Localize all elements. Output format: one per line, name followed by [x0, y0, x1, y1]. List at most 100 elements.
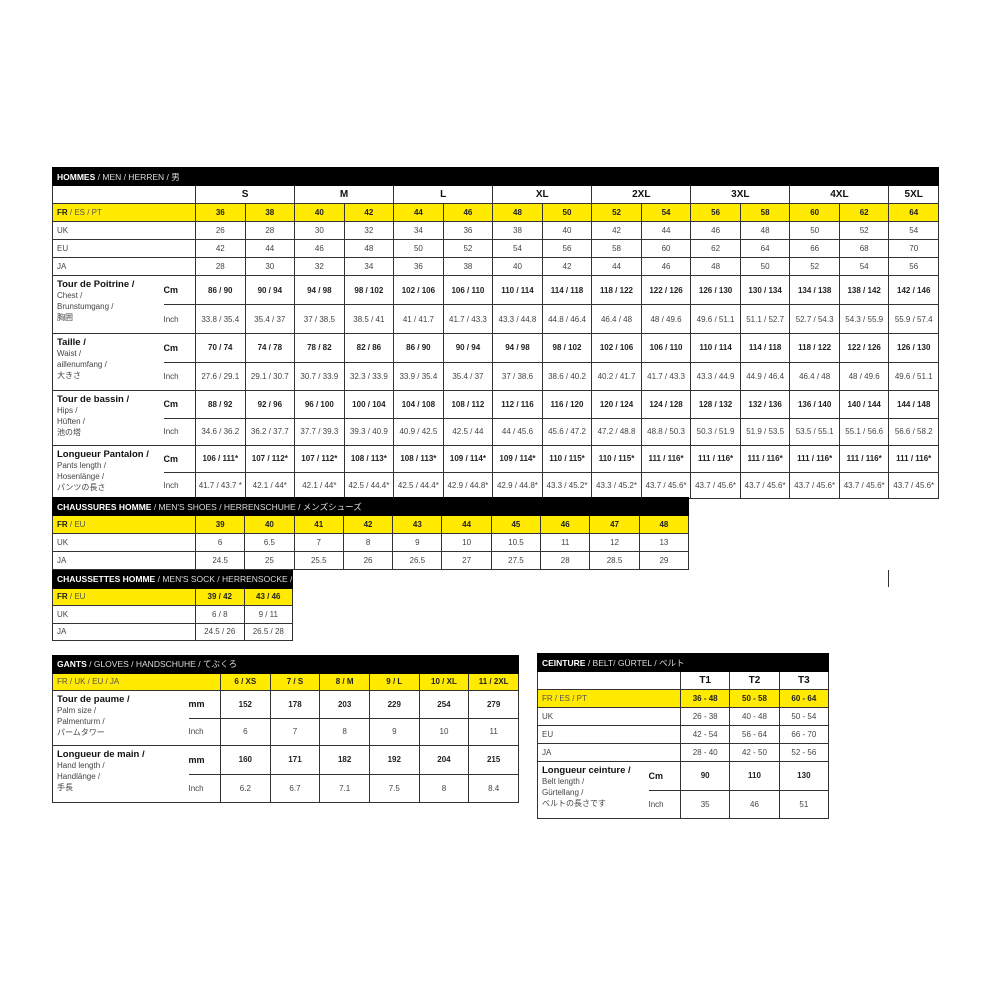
size-cell: 56 — [888, 257, 939, 276]
title-rest: / MEN / HERREN / 男 — [95, 171, 180, 182]
unit-label: Cm — [163, 445, 196, 473]
measure-cell: 38.6 / 40.2 — [541, 361, 593, 391]
measure-cell: 44 / 45.6 — [492, 417, 543, 446]
measure-cell: 215 — [468, 745, 520, 775]
row-label: UK — [537, 707, 681, 726]
fr-size-row: FR / ES / PT 36 - 48 50 - 58 60 - 64 — [537, 689, 830, 708]
size-cell: 50 - 54 — [778, 707, 830, 726]
size-cell: 11 — [540, 533, 591, 552]
measure-cell: 108 / 113* — [343, 445, 395, 473]
measure-cell: 43.7 / 45.6* — [789, 471, 840, 499]
size-cell: 52 — [838, 221, 890, 240]
fr-size-cell: 50 - 58 — [729, 689, 780, 708]
measure-label-line: Longueur Pantalon / — [57, 449, 149, 460]
size-cell: 48 — [739, 221, 791, 240]
measure-cell: 107 / 112* — [244, 445, 296, 473]
fr-size-cell: 48 — [638, 515, 690, 534]
measure-label-line: Hüften / — [57, 417, 86, 426]
measure-cell: 122 / 126 — [640, 275, 692, 305]
fr-size-cell: 56 — [690, 203, 741, 222]
measure-cell: 54.3 / 55.9 — [838, 304, 890, 334]
fr-size-cell: 60 - 64 — [778, 689, 830, 708]
fr-size-row: FR / EU 39 / 42 43 / 46 — [52, 587, 294, 606]
measure-row-inch: Inch 35 46 51 — [538, 789, 830, 819]
measure-cell: 43.7 / 45.6* — [888, 471, 939, 499]
measure-cell: 203 — [319, 690, 370, 719]
measure-cell: 192 — [368, 745, 420, 775]
fr-size-cell: 9 / L — [368, 672, 420, 691]
size-cell: 34 — [343, 257, 395, 276]
fr-size-row: FR / ES / PT 36 38 40 42 44 46 48 50 52 54 56 58 60 62… — [52, 203, 939, 222]
fr-label-bold: FR — [57, 520, 68, 529]
measure-cell: 114 / 118 — [739, 333, 791, 363]
fr-label-bold: FR — [57, 592, 68, 602]
measure-cell: 118 / 122 — [591, 275, 642, 305]
size-cell: 50 — [739, 257, 791, 276]
measure-row-inch: Inch 6.2 6.7 7.1 7.5 8 8.4 — [53, 773, 520, 803]
measure-cell: 48.8 / 50.3 — [640, 417, 692, 446]
fr-size-cell: 62 — [838, 203, 890, 222]
measure-cell: 42.5 / 44.4* — [343, 471, 395, 499]
measure-cell: 94 / 98 — [294, 275, 345, 305]
measure-cell: 45.6 / 47.2 — [541, 417, 593, 446]
unit-label: mm — [188, 745, 221, 775]
measure-label: Tour de paume / Palm size / Palmenturm / パー… — [52, 690, 189, 746]
measure-cell: 30.7 / 33.9 — [294, 361, 345, 391]
unit-label: Cm — [163, 275, 196, 305]
measure-cell: 122 / 126 — [838, 333, 890, 363]
measure-cell: 8 — [319, 717, 370, 746]
measure-cell: 102 / 106 — [393, 275, 444, 305]
measure-cell: 279 — [468, 690, 520, 719]
size-cell: 26 - 38 — [679, 707, 731, 726]
size-cell: 10 — [441, 533, 492, 552]
measure-cell: 86 / 90 — [393, 333, 444, 363]
size-cell: 42 — [541, 257, 593, 276]
measure-cell: 47.2 / 48.8 — [591, 417, 642, 446]
row-label: JA — [52, 551, 196, 570]
size-group-m: M — [294, 185, 395, 204]
fr-label: FR / UK / EU / JA — [52, 672, 221, 691]
measure-label-line: Taille / — [57, 337, 86, 348]
measure-label: Taille / Waist / aillenumfang / 大きさ — [52, 333, 164, 391]
measure-label-line: Tour de Poitrine / — [57, 279, 135, 290]
measure-cell: 55.1 / 56.6 — [838, 417, 890, 446]
size-cell: 42 - 50 — [729, 743, 780, 762]
measure-row-cm: Tour de bassin / Hips / Hüften / 池の塔 Cm 88 / … — [52, 390, 939, 446]
size-group-l: L — [393, 185, 494, 204]
measure-cell: 100 / 104 — [343, 390, 395, 419]
measure-cell: 7.5 — [368, 773, 420, 803]
fr-label: FR / ES / PT — [537, 689, 681, 708]
measure-cell: 90 / 94 — [442, 333, 494, 363]
size-cell: 13 — [638, 533, 690, 552]
measure-cell: 254 — [418, 690, 470, 719]
size-group-row: S M L XL 2XL 3XL 4XL 5XL — [52, 185, 939, 204]
fr-size-cell: 42 — [343, 203, 395, 222]
unit-label: Inch — [188, 717, 221, 746]
fr-size-cell: 41 — [293, 515, 344, 534]
fr-label-rest: FR / UK / EU / JA — [57, 677, 120, 687]
fr-size-cell: 46 — [442, 203, 494, 222]
measure-cell: 55.9 / 57.4 — [888, 304, 939, 334]
fr-label-rest: FR / ES / PT — [542, 694, 587, 703]
measure-cell: 126 / 130 — [888, 333, 939, 363]
size-cell: 48 — [343, 239, 395, 258]
size-group-label-cell — [52, 185, 196, 204]
fr-label-rest: / EU — [67, 520, 86, 529]
measure-cell: 229 — [368, 690, 420, 719]
table-title: CEINTURE / BELT/ GÜRTEL / ベルト — [536, 653, 830, 672]
size-cell: 64 — [739, 239, 791, 258]
measure-cell: 142 / 146 — [888, 275, 939, 305]
size-cell: 56 - 64 — [729, 725, 780, 744]
measure-cell: 118 / 122 — [789, 333, 840, 363]
measure-row-cm: Tour de paume / Palm size / Palmenturm / パー… — [52, 690, 520, 746]
size-cell: 6 / 8 — [195, 605, 245, 624]
measure-cell: 106 / 111* — [195, 445, 246, 473]
measure-cell: 11 — [468, 717, 520, 746]
size-group-xl: XL — [492, 185, 593, 204]
row-label: JA — [52, 622, 196, 641]
title-rest: / BELT/ GÜRTEL / ベルト — [585, 657, 685, 668]
size-cell: 36 — [393, 257, 444, 276]
size-cell: 44 — [640, 221, 692, 240]
measure-cell: 37 / 38.6 — [492, 361, 543, 391]
measure-cell: 6.7 — [269, 773, 321, 803]
